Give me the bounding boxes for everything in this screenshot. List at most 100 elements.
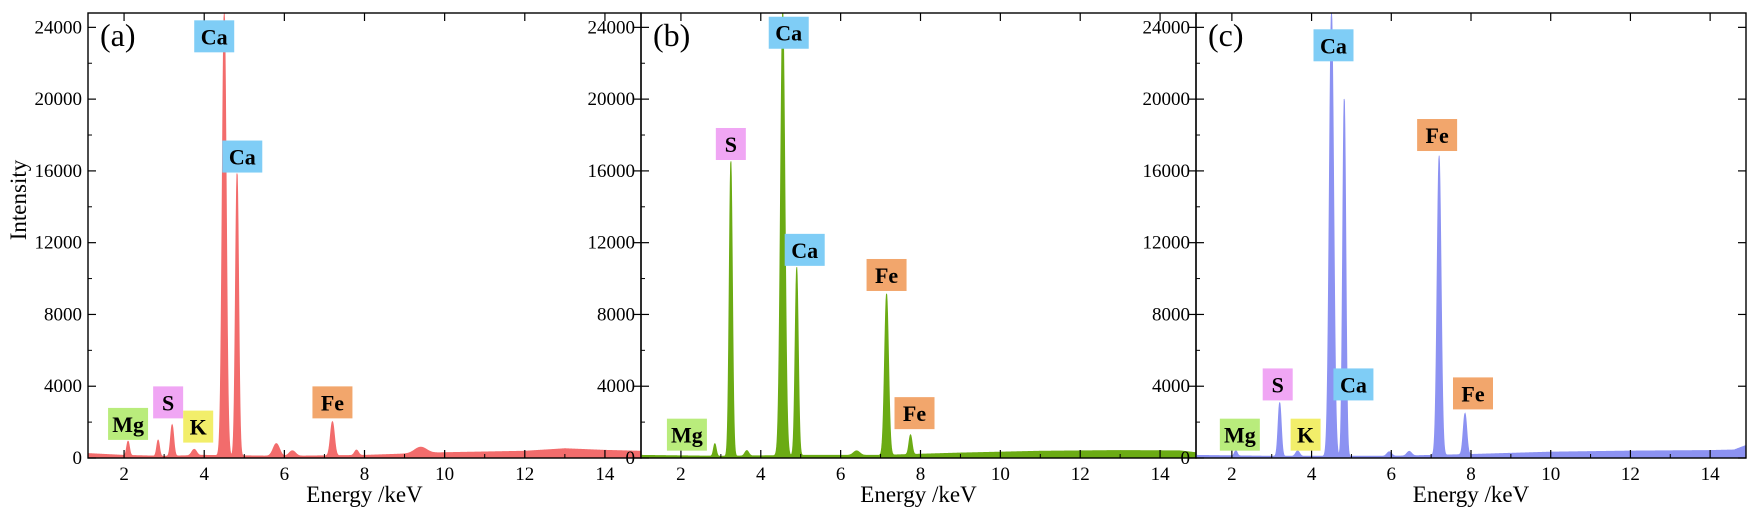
label-box bbox=[715, 127, 746, 160]
label-box bbox=[1417, 119, 1458, 152]
label-box bbox=[183, 410, 214, 443]
label-text: Ca bbox=[1320, 33, 1347, 58]
element-label-k: K bbox=[1290, 418, 1321, 451]
x-tick-label: 6 bbox=[280, 464, 290, 485]
x-axis-title: Energy /keV bbox=[860, 482, 977, 507]
y-tick-label: 24000 bbox=[588, 17, 636, 38]
label-box bbox=[108, 407, 149, 440]
y-tick-label: 20000 bbox=[588, 89, 636, 110]
x-tick-label: 4 bbox=[756, 464, 766, 485]
label-box bbox=[784, 233, 825, 266]
x-tick-label: 14 bbox=[595, 464, 615, 485]
label-box bbox=[866, 258, 907, 291]
element-label-fe: Fe bbox=[1452, 377, 1493, 410]
label-text: Ca bbox=[201, 24, 228, 49]
element-label-s: S bbox=[1262, 368, 1293, 401]
element-label-fe: Fe bbox=[312, 386, 353, 419]
y-tick-label: 8000 bbox=[44, 304, 82, 325]
element-label-s: S bbox=[715, 127, 746, 160]
y-tick-label: 16000 bbox=[1143, 161, 1191, 182]
y-tick-label: 8000 bbox=[597, 304, 635, 325]
label-box bbox=[894, 397, 935, 430]
label-text: Ca bbox=[791, 238, 818, 263]
y-tick-label: 0 bbox=[1181, 448, 1191, 469]
label-text: Ca bbox=[229, 145, 256, 170]
y-tick-label: 0 bbox=[626, 448, 636, 469]
y-tick-label: 12000 bbox=[588, 233, 636, 254]
x-tick-label: 4 bbox=[1307, 464, 1317, 485]
x-tick-label: 2 bbox=[1227, 464, 1237, 485]
label-box bbox=[153, 386, 184, 419]
label-text: S bbox=[725, 132, 737, 157]
x-tick-label: 14 bbox=[1701, 464, 1721, 485]
y-tick-label: 24000 bbox=[35, 17, 83, 38]
y-tick-label: 16000 bbox=[35, 161, 83, 182]
label-text: S bbox=[162, 390, 174, 415]
y-tick-label: 8000 bbox=[1152, 304, 1190, 325]
x-axis-title: Energy /keV bbox=[1413, 482, 1530, 507]
x-tick-label: 2 bbox=[676, 464, 686, 485]
label-box bbox=[1313, 29, 1354, 62]
x-tick-label: 10 bbox=[991, 464, 1010, 485]
label-text: Fe bbox=[1461, 381, 1484, 406]
element-label-fe: Fe bbox=[866, 258, 907, 291]
x-axis-title: Energy /keV bbox=[306, 482, 423, 507]
label-box bbox=[312, 386, 353, 419]
y-tick-label: 0 bbox=[73, 448, 83, 469]
x-tick-label: 12 bbox=[1621, 464, 1640, 485]
x-tick-label: 8 bbox=[360, 464, 370, 485]
x-tick-label: 14 bbox=[1151, 464, 1171, 485]
label-text: Mg bbox=[671, 423, 703, 448]
plot-frame bbox=[640, 12, 1197, 459]
label-text: Mg bbox=[112, 412, 144, 437]
x-tick-label: 4 bbox=[199, 464, 209, 485]
y-tick-label: 4000 bbox=[597, 376, 635, 397]
element-label-ca: Ca bbox=[768, 16, 809, 49]
element-label-fe: Fe bbox=[1417, 119, 1458, 152]
label-box bbox=[1262, 368, 1293, 401]
x-tick-label: 2 bbox=[119, 464, 129, 485]
y-tick-label: 12000 bbox=[1143, 233, 1191, 254]
element-label-ca: Ca bbox=[1333, 368, 1374, 401]
panel-b: 2 4 6 8 10 12 14 0 4000 8000 12000 16000 20000 24000 E… bbox=[588, 12, 1197, 507]
y-tick-label: 16000 bbox=[588, 161, 636, 182]
label-text: Fe bbox=[903, 401, 926, 426]
x-tick-label: 8 bbox=[916, 464, 926, 485]
x-tick-label: 12 bbox=[515, 464, 534, 485]
label-box bbox=[666, 418, 707, 451]
label-text: Ca bbox=[1340, 372, 1367, 397]
x-tick-label: 6 bbox=[1387, 464, 1397, 485]
x-tick-label: 8 bbox=[1466, 464, 1476, 485]
label-text: Fe bbox=[875, 263, 898, 288]
label-text: Fe bbox=[321, 390, 344, 415]
label-text: S bbox=[1272, 372, 1284, 397]
label-box bbox=[1333, 368, 1374, 401]
panel-tag: (a) bbox=[100, 17, 136, 53]
label-box bbox=[1290, 418, 1321, 451]
label-box bbox=[222, 140, 263, 173]
label-text: Fe bbox=[1426, 123, 1449, 148]
element-label-ca: Ca bbox=[1313, 29, 1354, 62]
y-axis-title: Intensity bbox=[6, 159, 31, 240]
label-text: K bbox=[1297, 423, 1314, 448]
label-text: Ca bbox=[775, 21, 802, 46]
label-box bbox=[768, 16, 809, 49]
element-label-mg: Mg bbox=[108, 407, 149, 440]
x-tick-label: 10 bbox=[435, 464, 454, 485]
x-tick-label: 6 bbox=[836, 464, 846, 485]
label-text: Mg bbox=[1224, 423, 1256, 448]
label-box bbox=[1452, 377, 1493, 410]
y-tick-label: 4000 bbox=[44, 376, 82, 397]
panel-a: 2 4 6 8 10 12 14 0 4000 8000 12000 16000 20000 24000 E… bbox=[35, 12, 642, 507]
label-text: K bbox=[190, 415, 207, 440]
element-label-ca: Ca bbox=[222, 140, 263, 173]
element-label-ca: Ca bbox=[784, 233, 825, 266]
panel-c: 2 4 6 8 10 12 14 0 4000 8000 12000 16000 20000 24000 E… bbox=[1143, 12, 1747, 507]
x-tick-label: 12 bbox=[1071, 464, 1090, 485]
x-tick-label: 10 bbox=[1541, 464, 1560, 485]
y-tick-label: 20000 bbox=[35, 89, 83, 110]
element-label-k: K bbox=[183, 410, 214, 443]
panel-tag: (c) bbox=[1208, 17, 1244, 53]
